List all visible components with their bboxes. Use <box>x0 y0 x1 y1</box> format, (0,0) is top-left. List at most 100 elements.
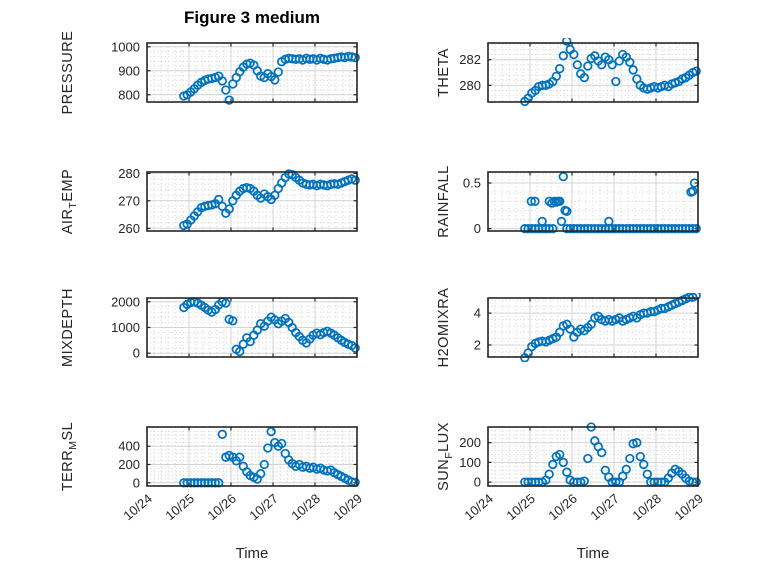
x-tick-label: 10/28 <box>629 491 664 523</box>
y-tick-label: 1000 <box>111 320 140 335</box>
mixdepth-plot: 0 1000 2000 MIXDEPTH <box>60 288 360 367</box>
y-tick-label: 260 <box>118 221 140 236</box>
data-point <box>555 64 565 74</box>
data-point <box>691 224 701 234</box>
data-point <box>639 459 649 470</box>
y-tick-label: 200 <box>118 457 140 472</box>
data-point <box>259 459 269 470</box>
data-point <box>625 453 635 464</box>
data-point <box>558 51 568 61</box>
y-tick-label: 900 <box>118 63 140 78</box>
pressure-ylabel: PRESSURE <box>60 31 76 115</box>
data-point <box>635 451 645 462</box>
y-tick-label: 800 <box>118 87 140 102</box>
minor-grid <box>488 43 698 102</box>
axes-box <box>146 42 358 103</box>
y-tick-label: 0 <box>474 475 481 490</box>
data-points <box>520 171 701 234</box>
data-point <box>632 438 642 448</box>
data-point <box>235 452 245 462</box>
data-point <box>562 206 572 216</box>
x-tick-labels: 10/24 10/25 10/26 10/27 10/28 10/29 <box>120 491 365 523</box>
data-point <box>350 343 360 353</box>
data-point <box>688 186 698 196</box>
y-tick-labels: 0 1000 2000 <box>111 294 140 360</box>
air-temp-plot: 260 270 280 AIRTEMP <box>60 166 360 236</box>
data-point <box>228 316 238 326</box>
theta-plot: 280 282 THETA <box>436 38 701 107</box>
y-tick-label: 400 <box>118 439 140 454</box>
data-point <box>548 224 558 234</box>
x-tick-label: 10/24 <box>120 491 155 523</box>
data-point <box>530 196 540 206</box>
major-grid <box>488 172 698 231</box>
data-point <box>221 85 231 95</box>
x-tick-label: 10/27 <box>587 491 622 523</box>
x-tick-label: 10/25 <box>162 491 197 523</box>
data-points <box>179 169 360 231</box>
axes-box <box>487 171 699 232</box>
y-tick-label: 270 <box>118 193 140 208</box>
axes-box <box>146 297 358 358</box>
figure-title: Figure 3 medium <box>183 8 321 27</box>
data-point <box>224 204 234 214</box>
data-point <box>224 95 234 105</box>
data-point <box>572 60 582 70</box>
data-point <box>555 196 565 206</box>
y-tick-labels: 0 100 200 <box>459 435 481 489</box>
theta-ylabel: THETA <box>436 48 452 97</box>
y-tick-label: 2000 <box>111 294 140 309</box>
data-point <box>256 469 266 479</box>
y-tick-label: 280 <box>459 78 481 93</box>
sun-flux-ylabel: SUNFLUX <box>436 422 455 491</box>
data-point <box>544 469 554 479</box>
x-axis-label-right: Time <box>576 545 610 562</box>
y-tick-label: 282 <box>459 52 481 67</box>
data-point <box>556 216 567 227</box>
data-points <box>179 51 360 105</box>
data-point <box>583 453 593 464</box>
data-point <box>277 438 287 449</box>
mixdepth-ylabel: MIXDEPTH <box>60 288 76 367</box>
x-axis-label-left: Time <box>235 545 269 562</box>
axes-box <box>487 426 699 487</box>
y-tick-label: 200 <box>459 435 481 450</box>
data-point <box>621 464 631 474</box>
terr-msl-ylabel: TERRMSL <box>60 422 79 491</box>
data-point <box>628 65 638 75</box>
data-point <box>579 476 589 486</box>
minor-grid <box>147 43 357 102</box>
data-points <box>179 297 360 357</box>
data-point <box>214 194 224 205</box>
axes-box <box>146 171 358 232</box>
rainfall-ylabel: RAINFALL <box>436 165 452 238</box>
subplot-h2omixra: 2 4 H2OMIXRA <box>383 285 713 370</box>
x-tick-label: 10/25 <box>503 491 538 523</box>
data-point <box>642 469 652 479</box>
major-grid <box>147 298 357 357</box>
subplot-terr-msl: 0 200 400 10/24 10/25 10/26 10/27 10/28 10/29 TER… <box>42 414 372 554</box>
y-tick-label: 0 <box>474 221 481 236</box>
x-tick-label: 10/29 <box>330 491 365 523</box>
data-point <box>537 216 547 227</box>
data-point <box>558 171 568 182</box>
y-tick-label: 0.5 <box>463 176 481 191</box>
data-point <box>217 429 227 439</box>
data-point <box>611 76 621 87</box>
y-tick-label: 1000 <box>111 39 140 54</box>
data-point <box>526 196 536 206</box>
air-temp-ylabel: AIRTEMP <box>60 169 79 235</box>
data-point <box>579 72 589 83</box>
x-tick-label: 10/26 <box>204 491 239 523</box>
major-grid <box>488 298 698 357</box>
data-point <box>688 224 698 234</box>
subplot-air-temp: 260 270 280 AIRTEMP <box>42 159 372 244</box>
terr-msl-plot: 0 200 400 10/24 10/25 10/26 10/27 10/28 10/29 TER… <box>60 422 365 523</box>
data-point <box>235 346 245 357</box>
data-points <box>179 426 360 488</box>
subplot-pressure: 800 900 1000 PRESSURE <box>42 30 372 115</box>
x-tick-label: 10/24 <box>461 491 496 523</box>
subplot-theta: 280 282 THETA <box>383 30 713 115</box>
y-tick-label: 2 <box>474 338 481 353</box>
